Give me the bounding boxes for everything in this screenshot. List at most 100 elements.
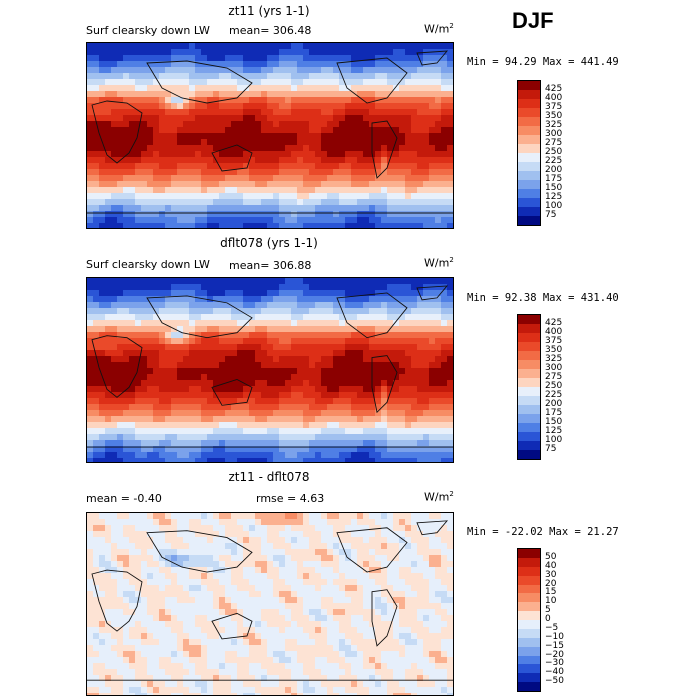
heatmap-cell: [213, 386, 220, 393]
heatmap-cell: [429, 205, 436, 212]
heatmap-cell: [141, 302, 148, 309]
heatmap-cell: [189, 43, 196, 50]
heatmap-cell: [261, 223, 268, 228]
heatmap-cell: [435, 121, 442, 128]
heatmap-cell: [213, 73, 220, 80]
heatmap-cell: [237, 380, 244, 387]
heatmap-cell: [231, 181, 238, 188]
heatmap-cell: [321, 67, 328, 74]
heatmap-cell: [411, 284, 418, 291]
heatmap-cell: [333, 55, 340, 62]
heatmap-cell: [225, 205, 232, 212]
heatmap-cell: [279, 579, 286, 586]
heatmap-cell: [201, 151, 208, 158]
heatmap-cell: [405, 332, 412, 339]
heatmap-cell: [351, 296, 358, 303]
heatmap-cell: [183, 374, 190, 381]
heatmap-cell: [357, 91, 364, 98]
heatmap-cell: [183, 452, 190, 459]
heatmap-cell: [183, 434, 190, 441]
heatmap-cell: [429, 609, 436, 616]
heatmap-cell: [201, 205, 208, 212]
heatmap-cell: [249, 109, 256, 116]
heatmap-cell: [315, 193, 322, 200]
heatmap-cell: [429, 163, 436, 170]
heatmap-cell: [405, 543, 412, 550]
heatmap-cell: [93, 55, 100, 62]
heatmap-cell: [93, 326, 100, 333]
heatmap-cell: [165, 416, 172, 423]
heatmap-cell: [201, 356, 208, 363]
heatmap-cell: [261, 308, 268, 315]
heatmap-cell: [375, 151, 382, 158]
heatmap-cell: [327, 422, 334, 429]
heatmap-cell: [417, 332, 424, 339]
heatmap-cell: [111, 597, 118, 604]
heatmap-cell: [159, 139, 166, 146]
heatmap-cell: [399, 573, 406, 580]
heatmap-cell: [435, 175, 442, 182]
heatmap-cell: [411, 61, 418, 68]
heatmap-cell: [201, 157, 208, 164]
heatmap-cell: [183, 392, 190, 399]
heatmap-cell: [177, 543, 184, 550]
heatmap-cell: [159, 326, 166, 333]
panel3-map: [86, 512, 454, 696]
heatmap-cell: [387, 356, 394, 363]
heatmap-cell: [381, 163, 388, 170]
heatmap-cell: [351, 380, 358, 387]
heatmap-cell: [345, 344, 352, 351]
heatmap-cell: [129, 362, 136, 369]
heatmap-cell: [411, 404, 418, 411]
heatmap-cell: [345, 428, 352, 435]
heatmap-cell: [381, 531, 388, 538]
heatmap-cell: [303, 187, 310, 194]
heatmap-cell: [261, 157, 268, 164]
heatmap-cell: [243, 525, 250, 532]
heatmap-cell: [417, 609, 424, 616]
heatmap-cell: [141, 169, 148, 176]
heatmap-cell: [309, 157, 316, 164]
heatmap-cell: [411, 205, 418, 212]
heatmap-cell: [255, 61, 262, 68]
heatmap-cell: [423, 85, 430, 92]
heatmap-cell: [381, 127, 388, 134]
heatmap-cell: [201, 621, 208, 628]
heatmap-cell: [249, 458, 256, 462]
heatmap-cell: [297, 543, 304, 550]
heatmap-cell: [393, 555, 400, 562]
heatmap-cell: [363, 362, 370, 369]
heatmap-cell: [339, 458, 346, 462]
colorbar-tick-label: 200: [545, 399, 563, 409]
heatmap-cell: [327, 326, 334, 333]
heatmap-cell: [315, 531, 322, 538]
heatmap-cell: [423, 109, 430, 116]
heatmap-cell: [255, 67, 262, 74]
heatmap-cell: [321, 440, 328, 447]
heatmap-cell: [141, 217, 148, 224]
heatmap-cell: [405, 284, 412, 291]
heatmap-cell: [189, 380, 196, 387]
heatmap-cell: [93, 410, 100, 417]
heatmap-cell: [339, 205, 346, 212]
heatmap-cell: [429, 139, 436, 146]
heatmap-cell: [399, 127, 406, 134]
heatmap-cell: [189, 350, 196, 357]
heatmap-cell: [249, 338, 256, 345]
heatmap-cell: [333, 615, 340, 622]
heatmap-cell: [399, 217, 406, 224]
heatmap-cell: [183, 561, 190, 568]
heatmap-cell: [273, 549, 280, 556]
heatmap-cell: [255, 561, 262, 568]
heatmap-cell: [261, 579, 268, 586]
heatmap-cell: [381, 416, 388, 423]
heatmap-cell: [87, 193, 94, 200]
heatmap-cell: [201, 555, 208, 562]
heatmap-cell: [381, 344, 388, 351]
heatmap-cell: [339, 115, 346, 122]
heatmap-cell: [285, 151, 292, 158]
heatmap-cell: [285, 302, 292, 309]
heatmap-cell: [357, 211, 364, 218]
heatmap-cell: [381, 175, 388, 182]
heatmap-cell: [219, 555, 226, 562]
